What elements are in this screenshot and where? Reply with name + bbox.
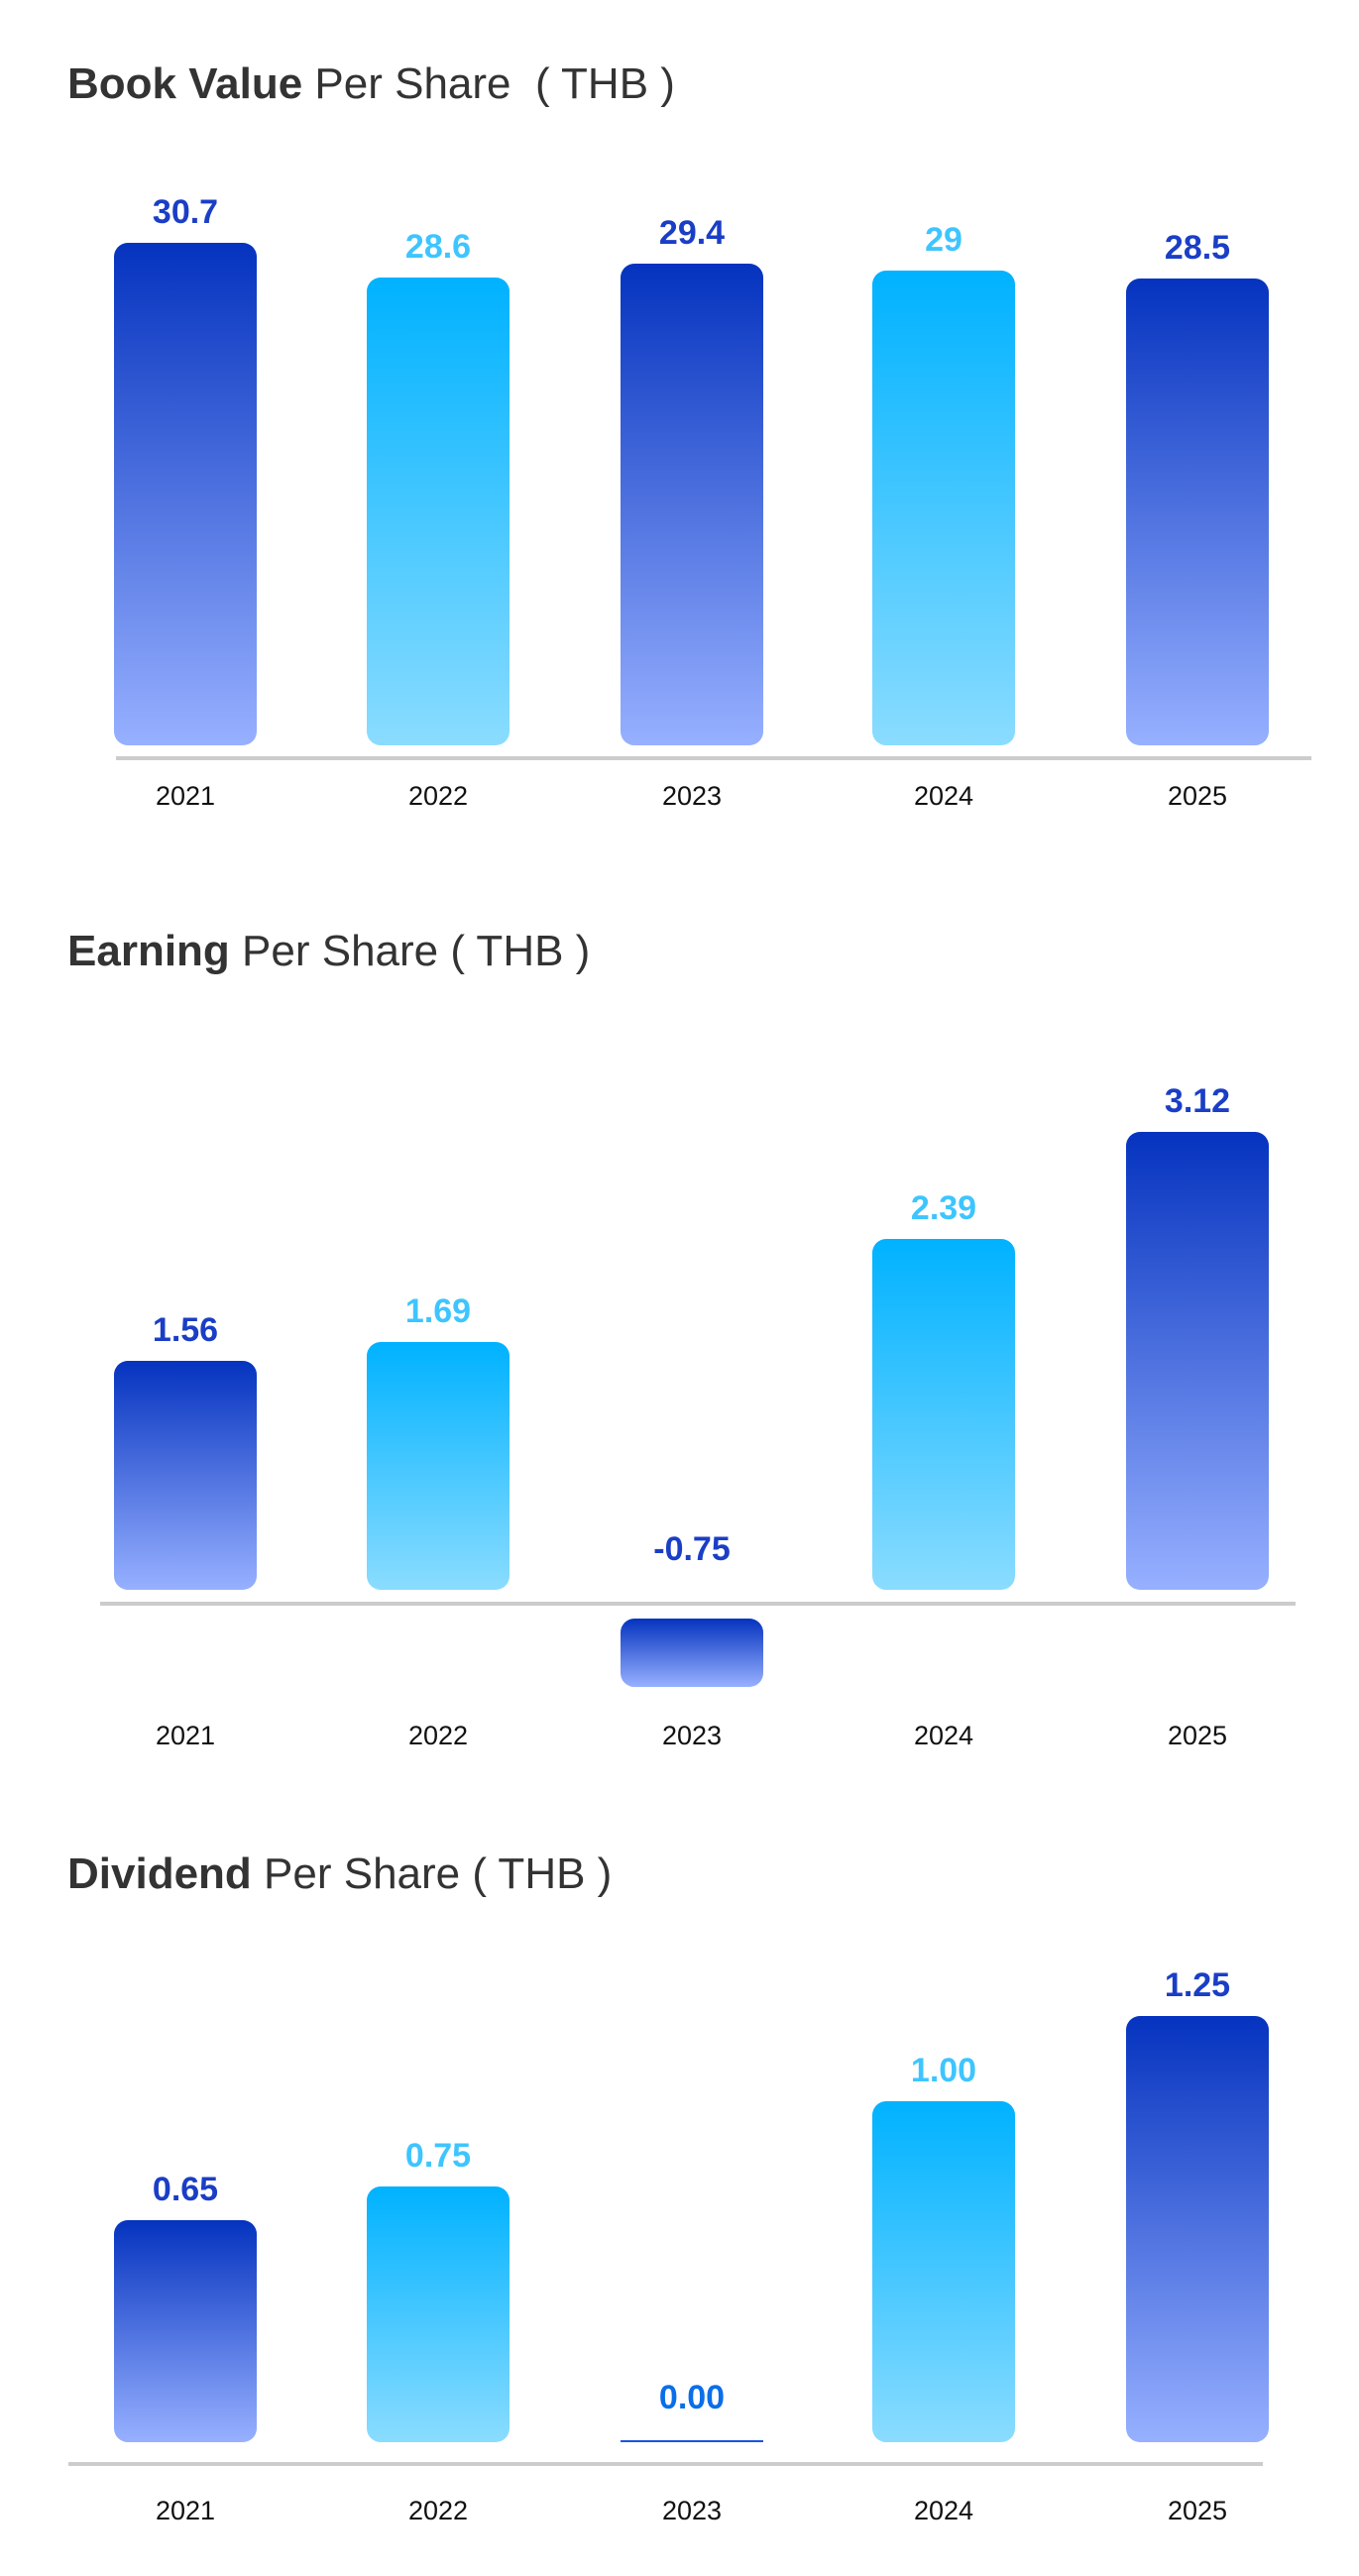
x-tick-label: 2021 (155, 781, 216, 811)
x-tick-label: 2024 (913, 781, 974, 811)
x-tick-label: 2023 (661, 1721, 723, 1750)
chart-title: Book Value Per Share ( THB ) (67, 59, 675, 109)
x-tick-label: 2021 (155, 2496, 216, 2525)
bar (114, 2220, 257, 2442)
data-label: 0.75 (404, 2137, 472, 2175)
x-axis-line (116, 756, 1311, 760)
x-tick-label: 2022 (407, 1721, 469, 1750)
chart-title: Dividend Per Share ( THB ) (67, 1849, 612, 1899)
bar (872, 1239, 1015, 1590)
bar (367, 1341, 510, 1590)
bar (1126, 1132, 1269, 1590)
bar (621, 264, 763, 745)
bar (367, 2186, 510, 2442)
x-axis-line (68, 2462, 1263, 2466)
bar (1126, 279, 1269, 745)
data-label: 29.4 (658, 214, 726, 253)
x-tick-label: 2025 (1167, 2496, 1228, 2525)
bar (621, 2440, 763, 2442)
data-label: 1.25 (1164, 1966, 1231, 2004)
data-label: 1.00 (910, 2052, 977, 2089)
bar (872, 271, 1015, 745)
data-label: 1.69 (404, 1291, 472, 1330)
x-tick-label: 2024 (913, 2496, 974, 2525)
data-label: 28.6 (404, 227, 472, 266)
bar (1126, 2016, 1269, 2442)
chart-title-rest: Per Share ( THB ) (302, 59, 675, 108)
bar (114, 243, 257, 745)
x-tick-label: 2023 (661, 781, 723, 811)
chart-title-bold: Dividend (67, 1849, 252, 1898)
x-axis-line (100, 1602, 1296, 1606)
data-label: -0.75 (653, 1530, 731, 1568)
chart-title-bold: Book Value (67, 59, 303, 108)
chart-title: Earning Per Share ( THB ) (67, 927, 590, 976)
bar (621, 1619, 763, 1687)
chart-title-rest: Per Share ( THB ) (251, 1849, 613, 1898)
x-tick-label: 2021 (155, 1721, 216, 1750)
data-label: 0.65 (152, 2171, 219, 2209)
x-tick-label: 2025 (1167, 781, 1228, 811)
data-label: 1.56 (152, 1311, 219, 1349)
x-tick-label: 2022 (407, 2496, 469, 2525)
data-label: 29 (925, 221, 963, 260)
chart-title-bold: Earning (67, 927, 230, 975)
data-label: 30.7 (152, 193, 219, 231)
bar (114, 1361, 257, 1590)
bar (367, 277, 510, 745)
data-label: 28.5 (1164, 229, 1231, 268)
bar (872, 2101, 1015, 2442)
data-label: 2.39 (910, 1189, 977, 1228)
data-label: 3.12 (1164, 1082, 1231, 1120)
chart-title-rest: Per Share ( THB ) (229, 927, 591, 975)
x-tick-label: 2022 (407, 781, 469, 811)
data-label: 0.00 (658, 2379, 726, 2416)
x-tick-label: 2023 (661, 2496, 723, 2525)
x-tick-label: 2025 (1167, 1721, 1228, 1750)
x-tick-label: 2024 (913, 1721, 974, 1750)
